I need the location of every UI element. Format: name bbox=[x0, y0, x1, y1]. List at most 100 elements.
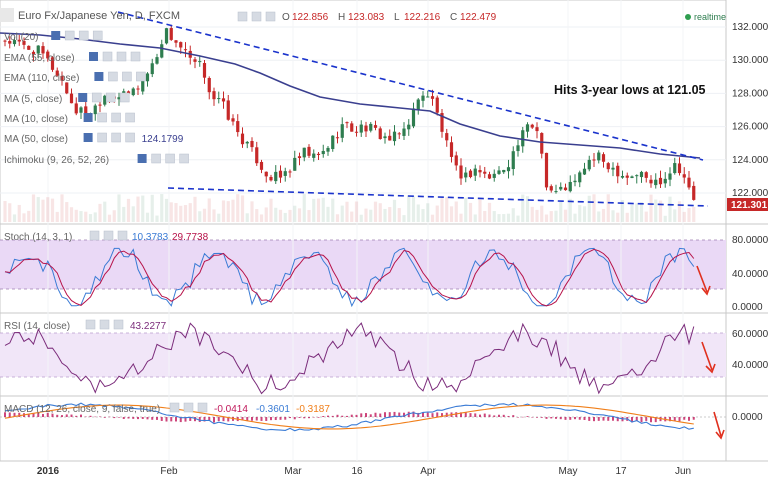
overlay-control-icon[interactable] bbox=[92, 30, 103, 41]
overlay-control-icon[interactable] bbox=[119, 92, 130, 103]
overlay-control-icon[interactable] bbox=[91, 92, 102, 103]
overlay-control-icon[interactable] bbox=[64, 30, 75, 41]
ohlc-open-value: 122.856 bbox=[292, 12, 329, 23]
volume-bar bbox=[107, 214, 112, 222]
rsi-close-icon[interactable] bbox=[113, 319, 124, 330]
volume-bar bbox=[673, 209, 677, 222]
ohlc-close-label: C bbox=[450, 12, 457, 23]
visibility-icon[interactable] bbox=[251, 11, 262, 22]
stoch-axis: 80.0000 40.0000 0.0000 bbox=[732, 235, 768, 313]
volume-bar bbox=[255, 209, 259, 222]
overlay-control-icon[interactable] bbox=[78, 30, 89, 41]
time-tick-label: May bbox=[559, 466, 578, 477]
overlay-control-icon[interactable] bbox=[136, 71, 146, 82]
macd-hist-bar bbox=[559, 417, 562, 420]
macd-hist-bar bbox=[474, 413, 477, 417]
volume-bar bbox=[188, 203, 192, 222]
macd-visibility-icon[interactable] bbox=[183, 402, 194, 413]
trend-line-upper bbox=[117, 11, 704, 161]
overlay-control-icon[interactable] bbox=[130, 51, 141, 62]
volume-bar bbox=[369, 209, 373, 222]
time-axis: 2016 Feb Mar 16 Apr May 17 Jun bbox=[37, 466, 691, 477]
stoch-visibility-icon[interactable] bbox=[103, 230, 114, 241]
volume-bar bbox=[122, 206, 126, 222]
macd-hist-bar bbox=[61, 415, 63, 417]
macd-hist-bar bbox=[13, 412, 16, 417]
macd-hist-bar bbox=[103, 417, 106, 418]
volume-bar bbox=[8, 203, 12, 222]
close-icon[interactable] bbox=[265, 11, 276, 22]
macd-legend: MACD (12, 26, close, 9, false, true) -0.… bbox=[4, 402, 330, 415]
candle-body bbox=[155, 57, 159, 64]
overlay-control-icon[interactable] bbox=[111, 112, 121, 123]
macd-hist-bar bbox=[536, 417, 538, 418]
macd-hist-bar bbox=[602, 417, 605, 421]
overlay-source-icon[interactable] bbox=[94, 72, 104, 81]
candle-body bbox=[445, 133, 449, 141]
rsi-visibility-icon[interactable] bbox=[99, 319, 110, 330]
macd-hist-bar bbox=[578, 417, 581, 420]
overlay-control-icon[interactable] bbox=[102, 51, 113, 62]
settings-icon[interactable] bbox=[237, 11, 248, 22]
macd-hist-bar bbox=[388, 412, 391, 417]
macd-hist-bar bbox=[441, 413, 443, 417]
overlay-control-icon[interactable] bbox=[151, 153, 161, 164]
volume-bar bbox=[88, 214, 93, 222]
overlay-control-icon[interactable] bbox=[116, 51, 127, 62]
macd-hist-bar bbox=[464, 412, 467, 417]
stoch-settings-icon[interactable] bbox=[89, 230, 100, 241]
overlay-source-icon[interactable] bbox=[83, 113, 93, 122]
overlay-control-icon[interactable] bbox=[125, 112, 135, 123]
stoch-close-icon[interactable] bbox=[117, 230, 128, 241]
overlay-control-icon[interactable] bbox=[125, 132, 135, 143]
volume-bar bbox=[293, 205, 297, 222]
macd-hist-bar bbox=[612, 417, 614, 421]
volume-bar bbox=[141, 195, 145, 222]
volume-bar bbox=[578, 205, 582, 222]
volume-bar bbox=[525, 196, 530, 222]
macd-hist-bar bbox=[246, 417, 249, 421]
overlay-control-icon[interactable] bbox=[122, 71, 132, 82]
macd-settings-icon[interactable] bbox=[169, 402, 180, 413]
macd-hist-bar bbox=[545, 417, 548, 419]
overlay-control-icon[interactable] bbox=[108, 71, 118, 82]
title-controls bbox=[237, 11, 276, 22]
stoch-k-value: 10.3783 bbox=[132, 232, 169, 243]
candle-body bbox=[335, 137, 340, 139]
candle-body bbox=[426, 96, 430, 98]
volume-bar bbox=[169, 202, 173, 222]
rsi-line bbox=[4, 322, 695, 395]
candle-body bbox=[635, 175, 639, 177]
macd-axis: 0.0000 bbox=[732, 412, 763, 423]
price-grid bbox=[0, 0, 726, 461]
ohlc-readout: O 122.856 H 123.083 L 122.216 C 122.479 bbox=[282, 12, 497, 23]
overlay-source-icon[interactable] bbox=[137, 154, 147, 163]
volume-bar bbox=[487, 202, 492, 222]
overlay-control-icon[interactable] bbox=[111, 132, 121, 143]
overlay-source-icon[interactable] bbox=[51, 31, 61, 40]
candle-body bbox=[578, 172, 582, 183]
macd-hist-bar bbox=[650, 417, 652, 423]
volume-bar bbox=[449, 206, 454, 222]
overlay-control-icon[interactable] bbox=[105, 92, 116, 103]
volume-bar bbox=[41, 199, 45, 222]
overlay-control-icon[interactable] bbox=[97, 112, 107, 123]
macd-hist-bar bbox=[308, 417, 310, 419]
candle-body bbox=[521, 130, 525, 147]
overlay-source-icon[interactable] bbox=[78, 93, 88, 102]
macd-hist-bar bbox=[678, 417, 681, 422]
overlay-control-icon[interactable] bbox=[165, 153, 175, 164]
candle-body bbox=[364, 125, 368, 132]
volume-bar bbox=[530, 206, 534, 222]
macd-close-icon[interactable] bbox=[197, 402, 208, 413]
volume-bar bbox=[274, 207, 278, 222]
overlay-control-icon[interactable] bbox=[97, 132, 107, 143]
overlay-source-icon[interactable] bbox=[83, 133, 93, 142]
overlay-source-icon[interactable] bbox=[89, 52, 98, 61]
collapse-icon[interactable] bbox=[0, 8, 14, 22]
stoch-d-value: 29.7738 bbox=[172, 232, 209, 243]
candle-body bbox=[321, 150, 325, 155]
macd-hist-bar bbox=[132, 417, 135, 419]
overlay-control-icon[interactable] bbox=[179, 153, 189, 164]
rsi-settings-icon[interactable] bbox=[85, 319, 96, 330]
